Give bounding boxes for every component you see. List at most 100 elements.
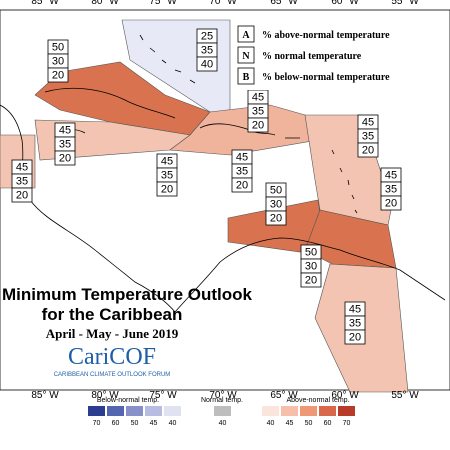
- legend-key: A: [242, 30, 250, 41]
- colorbar-tick: 50: [131, 420, 139, 427]
- box-value: 45: [161, 155, 173, 167]
- box-value: 20: [349, 331, 361, 343]
- box-cell: [196, 56, 218, 72]
- probability-box: 45 35 20: [156, 153, 178, 197]
- probability-box: 45 35 20: [247, 89, 269, 133]
- colorbar-swatch: [319, 406, 336, 416]
- colorbar-swatch: [214, 406, 231, 416]
- above-label: Above-normal temp.: [286, 397, 349, 404]
- logo-subtitle: CARIBBEAN CLIMATE OUTLOOK FORUM: [54, 372, 171, 378]
- legend-key: B: [243, 72, 250, 83]
- below-label: Below-normal temp.: [97, 397, 159, 404]
- probability-box: 25 35 40: [196, 28, 218, 72]
- lon-label: 70° W: [209, 390, 237, 401]
- box-value: 20: [52, 69, 64, 81]
- colorbar-tick: 70: [93, 420, 101, 427]
- normal-label: Normal temp.: [201, 397, 243, 404]
- box-value: 50: [52, 41, 64, 53]
- legend-key-box: [237, 46, 255, 64]
- coastlines: [0, 34, 446, 313]
- lon-label: 80° W: [91, 0, 119, 7]
- probability-box: 45 35 20: [344, 301, 366, 345]
- box-value: 20: [362, 144, 374, 156]
- box-cell: [265, 210, 287, 226]
- box-cell: [247, 117, 269, 133]
- box-value: 35: [236, 165, 248, 177]
- lon-label: 55° W: [391, 390, 419, 401]
- probability-box: 50 30 20: [47, 39, 69, 83]
- probability-box: 45 35 20: [357, 114, 379, 158]
- colorbar-tick: 40: [267, 420, 275, 427]
- colorbar-swatch: [262, 406, 279, 416]
- box-value: 50: [270, 184, 282, 196]
- probability-box: 45 35 20: [54, 122, 76, 166]
- box-value: 35: [59, 138, 71, 150]
- box-value: 30: [52, 55, 64, 67]
- colorbar-tick: 40: [169, 420, 177, 427]
- box-cell: [11, 187, 33, 203]
- colorbar-swatch: [88, 406, 105, 416]
- box-value: 45: [385, 169, 397, 181]
- colorbar-tick: 70: [343, 420, 351, 427]
- box-value: 35: [16, 175, 28, 187]
- box-cell: [357, 142, 379, 158]
- box-value: 20: [16, 189, 28, 201]
- colorbar-swatch: [145, 406, 162, 416]
- box-value: 45: [236, 151, 248, 163]
- box-value: 50: [305, 246, 317, 258]
- box-cell: [54, 150, 76, 166]
- box-value: 45: [59, 124, 71, 136]
- legend: A % above-normal temperature N % normal tem…: [232, 22, 430, 90]
- box-cell: [344, 329, 366, 345]
- lon-label: 60° W: [331, 0, 359, 7]
- coast-islands: [139, 34, 358, 214]
- lon-label: 60° W: [331, 390, 359, 401]
- box-value: 45: [16, 161, 28, 173]
- box-cell: [380, 195, 402, 211]
- title: Minimum Temperature Outlook: [2, 285, 253, 304]
- box-value: 20: [305, 274, 317, 286]
- colorbar-tick: 60: [324, 420, 332, 427]
- probability-box: 50 30 20: [300, 244, 322, 288]
- colorbar-swatch: [126, 406, 143, 416]
- probability-box: 45 35 20: [11, 159, 33, 203]
- box-cell: [300, 272, 322, 288]
- box-value: 35: [385, 183, 397, 195]
- box-value: 20: [236, 179, 248, 191]
- probability-boxes: 25 35 40 50 30 20 45 35 20 45 35 20 45 35 20 45 35 20 45 35…: [11, 28, 402, 345]
- lon-label: 85° W: [31, 0, 59, 7]
- lon-labels-top: 85° W 80° W 75° W 70° W 65° W 60° W 55° W: [31, 0, 419, 7]
- legend-text: % above-normal temperature: [262, 30, 390, 41]
- box-value: 40: [201, 58, 213, 70]
- box-value: 45: [362, 116, 374, 128]
- colorbar-tick: 50: [305, 420, 313, 427]
- probability-box: 50 30 20: [265, 182, 287, 226]
- coast-mainland: [0, 104, 446, 313]
- legend-key: N: [242, 51, 250, 62]
- lon-label: 85° W: [31, 390, 59, 401]
- box-value: 45: [349, 303, 361, 315]
- legend-key-box: [237, 67, 255, 85]
- box-value: 45: [252, 91, 264, 103]
- lon-label: 55° W: [391, 0, 419, 7]
- period: April - May - June 2019: [46, 326, 179, 341]
- box-value: 35: [161, 169, 173, 181]
- lon-labels-bottom: 85° W 80° W 75° W 70° W 65° W 60° W 55° W: [31, 390, 419, 401]
- colorbar-swatch: [338, 406, 355, 416]
- box-value: 25: [201, 30, 213, 42]
- colorbar: Below-normal temp. Normal temp. Above-no…: [88, 397, 355, 427]
- title-block: Minimum Temperature Outlook for the Cari…: [2, 285, 253, 378]
- lon-label: 70° W: [209, 0, 237, 7]
- subtitle: for the Caribbean: [42, 305, 183, 324]
- legend-text: % below-normal temperature: [262, 72, 390, 83]
- box-value: 35: [362, 130, 374, 142]
- box-value: 20: [385, 197, 397, 209]
- box-value: 30: [270, 198, 282, 210]
- colorbar-tick: 45: [150, 420, 158, 427]
- colorbar-swatch: [107, 406, 124, 416]
- box-value: 35: [252, 105, 264, 117]
- lon-label: 65° W: [270, 390, 298, 401]
- colorbar-tick: 45: [286, 420, 294, 427]
- box-value: 35: [349, 317, 361, 329]
